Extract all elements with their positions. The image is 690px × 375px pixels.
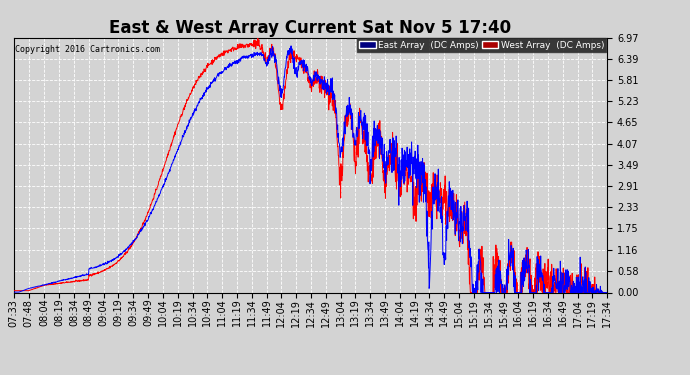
Legend: East Array  (DC Amps), West Array  (DC Amps): East Array (DC Amps), West Array (DC Amp… [357, 38, 607, 52]
Title: East & West Array Current Sat Nov 5 17:40: East & West Array Current Sat Nov 5 17:4… [110, 20, 511, 38]
Text: Copyright 2016 Cartronics.com: Copyright 2016 Cartronics.com [15, 45, 160, 54]
